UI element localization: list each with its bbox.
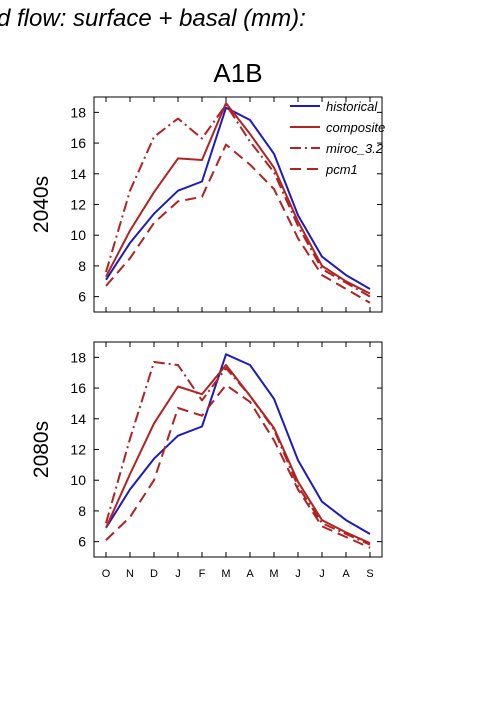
x-tick-label: S <box>366 568 373 580</box>
legend-entry-historical: historical <box>326 99 378 114</box>
panel-ylabel: 2040s <box>30 176 53 233</box>
x-tick-label: J <box>175 568 181 580</box>
legend-entry-composite: composite <box>326 120 385 135</box>
series-line-pcm1 <box>105 384 371 549</box>
plot-frame <box>93 341 383 558</box>
y-tick-label: 16 <box>70 135 86 151</box>
scenario-title: A1B <box>213 58 262 88</box>
y-tick-label: 14 <box>70 166 86 182</box>
x-tick-label: M <box>269 568 278 580</box>
panel-2080s: 6 8 10 12 14 16 18 O N D J F M A M J J A S 2080s <box>30 341 383 580</box>
x-tick-label: D <box>150 568 158 580</box>
y-tick-label: 10 <box>70 227 86 243</box>
x-tick-label: N <box>126 568 134 580</box>
y-tick-label: 10 <box>70 472 86 488</box>
figure-title: d flow: surface + basal (mm): <box>0 5 306 32</box>
panel-ylabel: 2080s <box>30 421 53 478</box>
x-tick-label: F <box>199 568 206 580</box>
series-line-composite <box>105 102 371 295</box>
x-tick-label: J <box>295 568 301 580</box>
series-line-historical <box>105 353 371 535</box>
y-tick-label: 8 <box>78 258 86 274</box>
series-line-pcm1 <box>105 143 371 304</box>
legend-entry-pcm1: pcm1 <box>325 162 358 177</box>
y-tick-label: 18 <box>70 349 86 365</box>
series-line-miroc_3.2 <box>105 361 371 546</box>
y-tick-label: 12 <box>70 442 86 458</box>
y-tick-label: 8 <box>78 503 86 519</box>
y-tick-label: 18 <box>70 104 86 120</box>
x-tick-label: A <box>342 568 350 580</box>
x-tick-label: A <box>246 568 254 580</box>
series-line-historical <box>105 106 371 290</box>
y-tick-label: 14 <box>70 411 86 427</box>
x-tick-label: J <box>319 568 325 580</box>
y-tick-label: 6 <box>78 289 86 305</box>
chart-panels: 6 8 10 12 14 16 18 2040s historical composite miro… <box>30 96 385 580</box>
y-tick-label: 16 <box>70 380 86 396</box>
y-tick-label: 12 <box>70 197 86 213</box>
x-tick-label: O <box>102 568 111 580</box>
series-line-composite <box>105 364 371 545</box>
x-tick-label: M <box>221 568 230 580</box>
y-tick-label: 6 <box>78 534 86 550</box>
series-line-miroc_3.2 <box>105 103 371 298</box>
legend-entry-miroc_3.2: miroc_3.2 <box>326 141 384 156</box>
panel-2040s: 6 8 10 12 14 16 18 2040s historical composite miro… <box>30 96 385 313</box>
